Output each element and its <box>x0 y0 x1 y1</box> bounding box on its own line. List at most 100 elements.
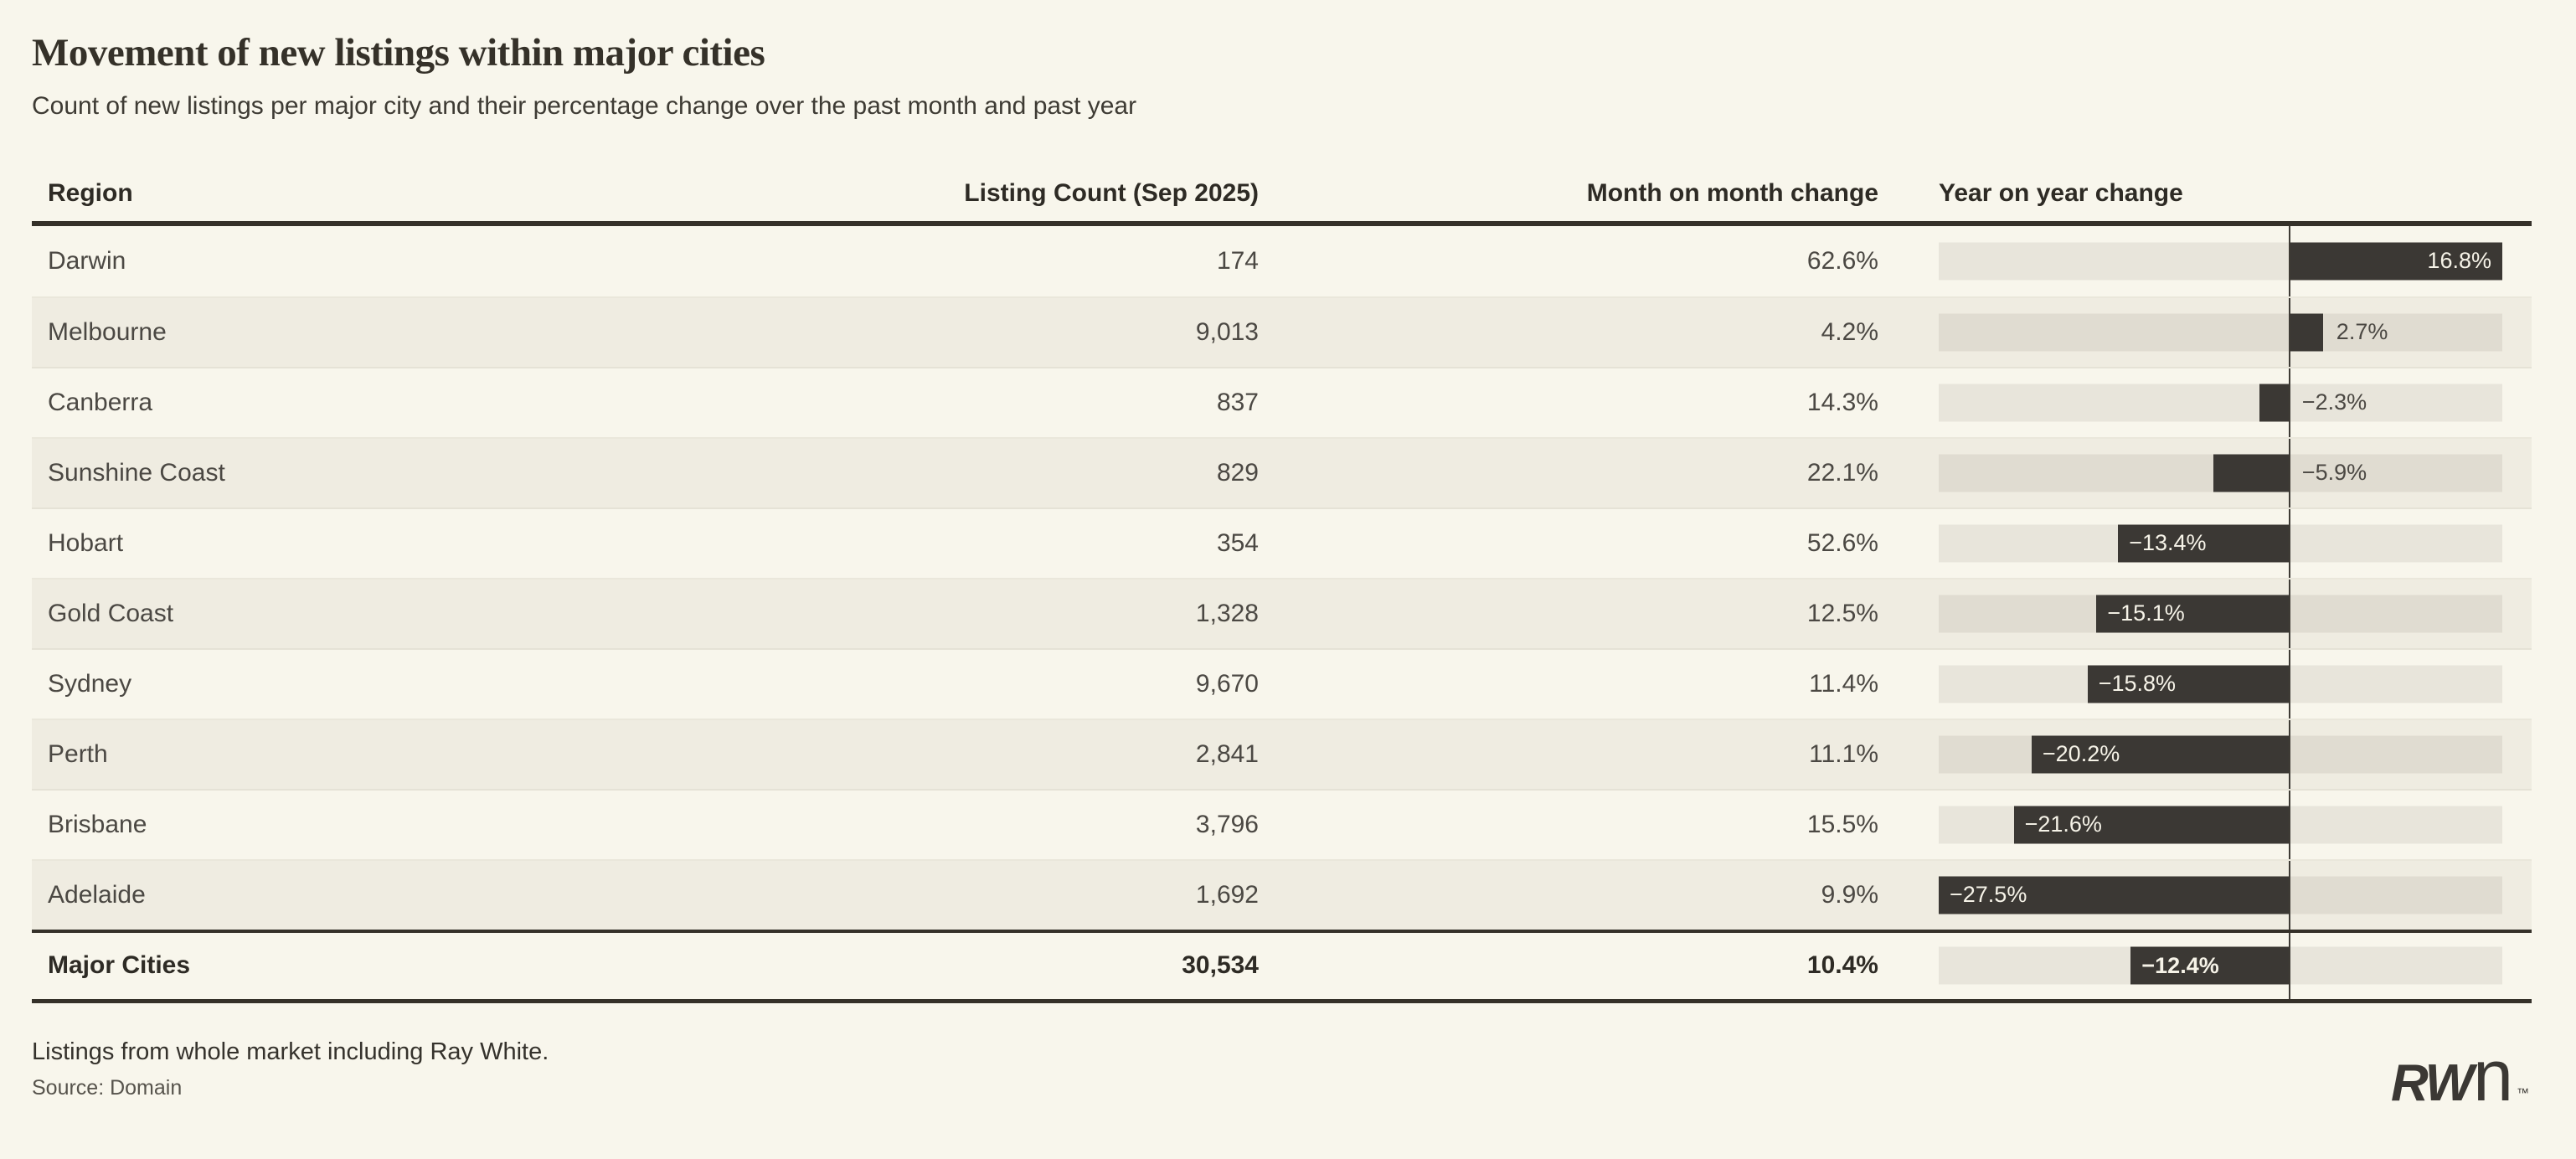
yoy-bar-label: −15.1% <box>2107 600 2185 626</box>
listing-count-cell: 354 <box>1216 528 1259 557</box>
trademark-symbol: ™ <box>2517 1086 2529 1100</box>
yoy-bar-track: −20.2% <box>1939 735 2502 774</box>
footnote-market: Listings from whole market including Ray… <box>32 1038 549 1065</box>
yoy-chart-cell: −5.9% <box>1878 438 2532 507</box>
mom-change-cell: 62.6% <box>1806 246 1878 275</box>
footnotes: Listings from whole market including Ray… <box>32 1037 2532 1102</box>
yoy-bar-track: −21.6% <box>1939 806 2502 844</box>
zero-axis-line <box>2288 508 2290 578</box>
yoy-bar <box>2213 454 2289 492</box>
yoy-bar-track: 2.7% <box>1939 313 2502 352</box>
yoy-bar: −15.1% <box>2096 595 2289 633</box>
yoy-chart-cell: −2.3% <box>1878 368 2532 437</box>
listings-table: Region Listing Count (Sep 2025) Month on… <box>32 166 2532 1003</box>
table-row: Gold Coast 1,328 12.5% −15.1% <box>32 577 2532 648</box>
table-row-total: Major Cities 30,534 10.4% −12.4% <box>32 929 2532 1003</box>
table-row: Brisbane 3,796 15.5% −21.6% <box>32 788 2532 859</box>
listing-count-cell: 3,796 <box>1195 810 1259 838</box>
yoy-bar-label: −20.2% <box>2042 741 2120 767</box>
page-subtitle: Count of new listings per major city and… <box>32 92 1137 121</box>
yoy-bar-label: 2.7% <box>2336 319 2388 345</box>
yoy-bar: −20.2% <box>2031 735 2289 774</box>
region-cell: Gold Coast <box>48 599 174 627</box>
zero-axis-line <box>2288 225 2290 296</box>
yoy-bar-label: −21.6% <box>2024 811 2102 837</box>
listing-count-cell: 174 <box>1216 246 1259 275</box>
yoy-bar-label: −15.8% <box>2098 671 2177 697</box>
region-cell: Perth <box>48 739 108 768</box>
zero-axis-line <box>2288 368 2290 437</box>
yoy-chart-cell: −27.5% <box>1878 860 2532 930</box>
footnote-source: Source: Domain <box>32 1076 183 1100</box>
zero-axis-line <box>2288 579 2290 648</box>
yoy-bar-track: −13.4% <box>1939 524 2502 563</box>
column-header-yoy-change: Year on year change <box>1939 178 2183 207</box>
yoy-chart-cell: −20.2% <box>1878 719 2532 789</box>
column-header-listing-count: Listing Count (Sep 2025) <box>964 178 1259 207</box>
yoy-chart-cell: −12.4% <box>1878 932 2532 999</box>
region-cell: Sydney <box>48 669 132 698</box>
yoy-bar-track: 16.8% <box>1939 242 2502 281</box>
yoy-bar: −15.8% <box>2087 665 2289 703</box>
yoy-bar-track: −27.5% <box>1939 876 2502 914</box>
listing-count-cell: 829 <box>1216 458 1259 487</box>
yoy-bar: −12.4% <box>2130 946 2289 985</box>
listing-count-cell: 9,670 <box>1195 669 1259 698</box>
table-row: Sydney 9,670 11.4% −15.8% <box>32 647 2532 719</box>
zero-axis-line <box>2288 790 2290 859</box>
region-cell: Brisbane <box>48 810 147 838</box>
yoy-bar-label: −13.4% <box>2129 530 2207 556</box>
rwn-logo-n: n <box>2473 1036 2513 1116</box>
page-title: Movement of new listings within major ci… <box>32 31 765 75</box>
mom-change-cell: 14.3% <box>1806 388 1878 416</box>
yoy-chart-cell: 16.8% <box>1878 225 2532 296</box>
rwn-logo: RW n ™ <box>2391 1040 2529 1112</box>
zero-axis-line <box>2288 297 2290 367</box>
yoy-bar-label: −27.5% <box>1950 882 2027 908</box>
yoy-bar <box>2259 384 2289 422</box>
mom-change-cell: 11.4% <box>1809 669 1878 698</box>
table-row: Canberra 837 14.3% −2.3% <box>32 366 2532 437</box>
yoy-bar: −13.4% <box>2118 524 2289 563</box>
zero-axis-line <box>2288 649 2290 719</box>
table-row: Adelaide 1,692 9.9% −27.5% <box>32 858 2532 930</box>
zero-axis-line <box>2288 438 2290 507</box>
yoy-bar: 16.8% <box>2288 242 2502 281</box>
yoy-bar-track: −5.9% <box>1939 454 2502 492</box>
zero-axis-line <box>2288 860 2290 930</box>
mom-change-cell: 9.9% <box>1821 880 1878 909</box>
yoy-bar-track: −12.4% <box>1939 946 2502 985</box>
mom-change-cell: 11.1% <box>1809 739 1878 768</box>
table-body: Darwin 174 62.6% 16.8% Melbourne 9,013 4.2% 2.7… <box>32 225 2532 1003</box>
mom-change-cell: 4.2% <box>1821 317 1878 346</box>
region-cell: Melbourne <box>48 317 167 346</box>
table-header-row: Region Listing Count (Sep 2025) Month on… <box>32 166 2532 226</box>
region-cell: Hobart <box>48 528 124 557</box>
yoy-chart-cell: 2.7% <box>1878 297 2532 367</box>
mom-change-cell: 15.5% <box>1806 810 1878 838</box>
zero-axis-line <box>2288 932 2290 999</box>
yoy-chart-cell: −13.4% <box>1878 508 2532 578</box>
yoy-bar <box>2288 313 2323 352</box>
rwn-logo-rw: RW <box>2390 1054 2474 1112</box>
table-row: Melbourne 9,013 4.2% 2.7% <box>32 296 2532 367</box>
mom-change-cell: 52.6% <box>1806 528 1878 557</box>
listing-count-cell: 1,692 <box>1195 880 1259 909</box>
yoy-chart-cell: −15.1% <box>1878 579 2532 648</box>
listing-count-cell: 9,013 <box>1195 317 1259 346</box>
yoy-chart-cell: −15.8% <box>1878 649 2532 719</box>
yoy-bar-label: −12.4% <box>2141 952 2219 978</box>
table-row: Darwin 174 62.6% 16.8% <box>32 225 2532 296</box>
table-row: Perth 2,841 11.1% −20.2% <box>32 718 2532 789</box>
region-cell: Major Cities <box>48 951 191 980</box>
yoy-bar-label: −2.3% <box>2301 389 2367 415</box>
yoy-bar-label: −5.9% <box>2301 460 2367 486</box>
region-cell: Canberra <box>48 388 153 416</box>
yoy-bar-track: −15.1% <box>1939 595 2502 633</box>
yoy-bar: −21.6% <box>2013 806 2289 844</box>
region-cell: Sunshine Coast <box>48 458 225 487</box>
listing-count-cell: 1,328 <box>1195 599 1259 627</box>
yoy-chart-cell: −21.6% <box>1878 790 2532 859</box>
yoy-bar-track: −2.3% <box>1939 384 2502 422</box>
